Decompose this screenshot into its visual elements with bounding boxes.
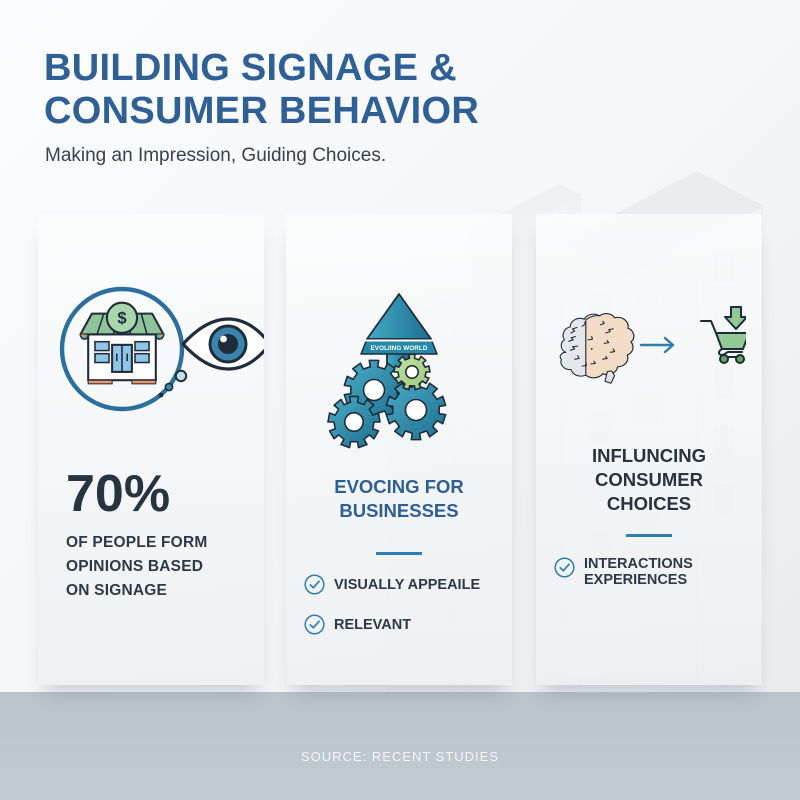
svg-text:$: $ bbox=[117, 309, 127, 328]
svg-text:EVOLIING WORLD: EVOLIING WORLD bbox=[370, 345, 427, 352]
